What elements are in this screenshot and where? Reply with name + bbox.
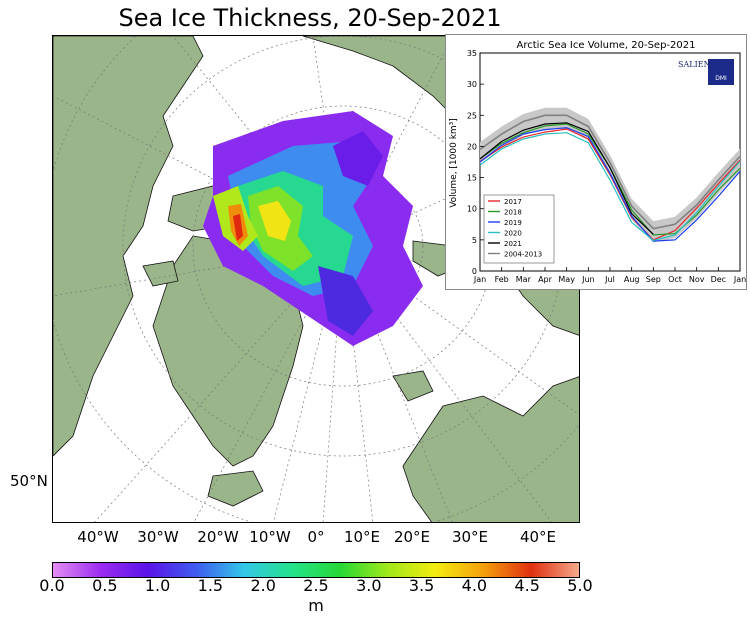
x-axis: Jan Feb Mar Apr May Jun Jul Aug Sep Oct Nov Dec Jan [473,267,746,284]
x-tick-label: Jan [473,275,486,284]
colorbar-tick: 4.0 [461,576,488,595]
x-tick-label: May [558,275,575,284]
y-axis-label: Volume, [1000 km³] [449,118,459,208]
series-line-2020 [479,132,741,242]
colorbar-tick: 3.5 [408,576,435,595]
chart-title: Arctic Sea Ice Volume, 20-Sep-2021 [517,40,696,51]
series-line-2019 [479,127,741,242]
y-tick-label: 0 [472,267,477,276]
y-tick-label: 25 [467,111,477,120]
legend-box [483,194,555,264]
colorbar-tick: 1.5 [197,576,224,595]
x-tick-label: Apr [538,275,553,284]
colorbar-tick: 4.5 [514,576,540,595]
colorbar-tick: 2.0 [250,576,276,595]
longitude-label: 30°E [451,528,489,546]
y-tick-label: 30 [467,80,477,89]
x-tick-label: Oct [668,275,682,284]
dmi-badge-label: DMI [715,75,727,82]
longitude-label: 20°E [393,528,431,546]
y-tick-label: 15 [467,174,477,183]
longitude-label: 20°W [197,528,239,546]
legend-label: 2004-2013 [504,251,542,259]
salienseas-logo: SALIENSEAS [678,60,733,69]
legend-label: 2020 [504,230,522,238]
sea-ice-field [203,111,423,346]
x-tick-label: Nov [689,275,705,284]
colorbar-unit: m [308,596,324,615]
series-line-2021 [479,122,654,235]
longitude-label: 40°W [77,528,119,546]
colorbar-tick: 1.0 [144,576,171,595]
x-tick-label: Feb [495,275,509,284]
x-tick-label: Sep [646,275,661,284]
y-axis: 0 5 10 15 20 25 30 35 [467,49,484,276]
y-tick-label: 5 [472,236,477,245]
x-tick-label: Dec [711,275,726,284]
x-tick-label: Jul [604,275,615,284]
y-tick-label: 20 [467,142,477,151]
x-tick-label: Mar [516,275,532,284]
x-tick-label: Jan [733,275,746,284]
volume-inset-chart: Arctic Sea Ice Volume, 20-Sep-2021 0 5 10 1… [445,34,747,290]
longitude-label: 10°E [343,528,381,546]
legend-label: 2018 [504,209,522,217]
thickness-colorbar [52,562,580,578]
chart-legend: 2017 2018 2019 2020 2021 2004-2013 [483,194,555,264]
colorbar-tick: 3.0 [356,576,382,595]
legend-label: 2021 [504,240,522,248]
colorbar-tick: 2.5 [303,576,329,595]
volume-chart-svg: Arctic Sea Ice Volume, 20-Sep-2021 0 5 10 1… [449,40,746,284]
y-tick-label: 10 [467,205,477,214]
dmi-badge [708,59,734,85]
colorbar-tick: 5.0 [567,576,593,595]
colorbar-tick: 0.0 [39,576,65,595]
figure-title: Sea Ice Thickness, 20-Sep-2021 [118,4,502,32]
legend-label: 2019 [504,219,522,227]
x-tick-label: Aug [624,275,640,284]
longitude-label: 40°E [519,528,557,546]
latitude-label-50n: 50°N [10,472,48,490]
longitude-label: 30°W [137,528,179,546]
longitude-label: 10°W [249,528,291,546]
longitude-label: 0° [307,528,325,546]
series-lines [479,114,741,242]
colorbar-tick: 0.5 [92,576,118,595]
series-line-2004-2013 [479,114,741,230]
y-tick-label: 35 [467,49,477,58]
legend-label: 2017 [504,198,522,206]
x-tick-label: Jun [581,275,595,284]
